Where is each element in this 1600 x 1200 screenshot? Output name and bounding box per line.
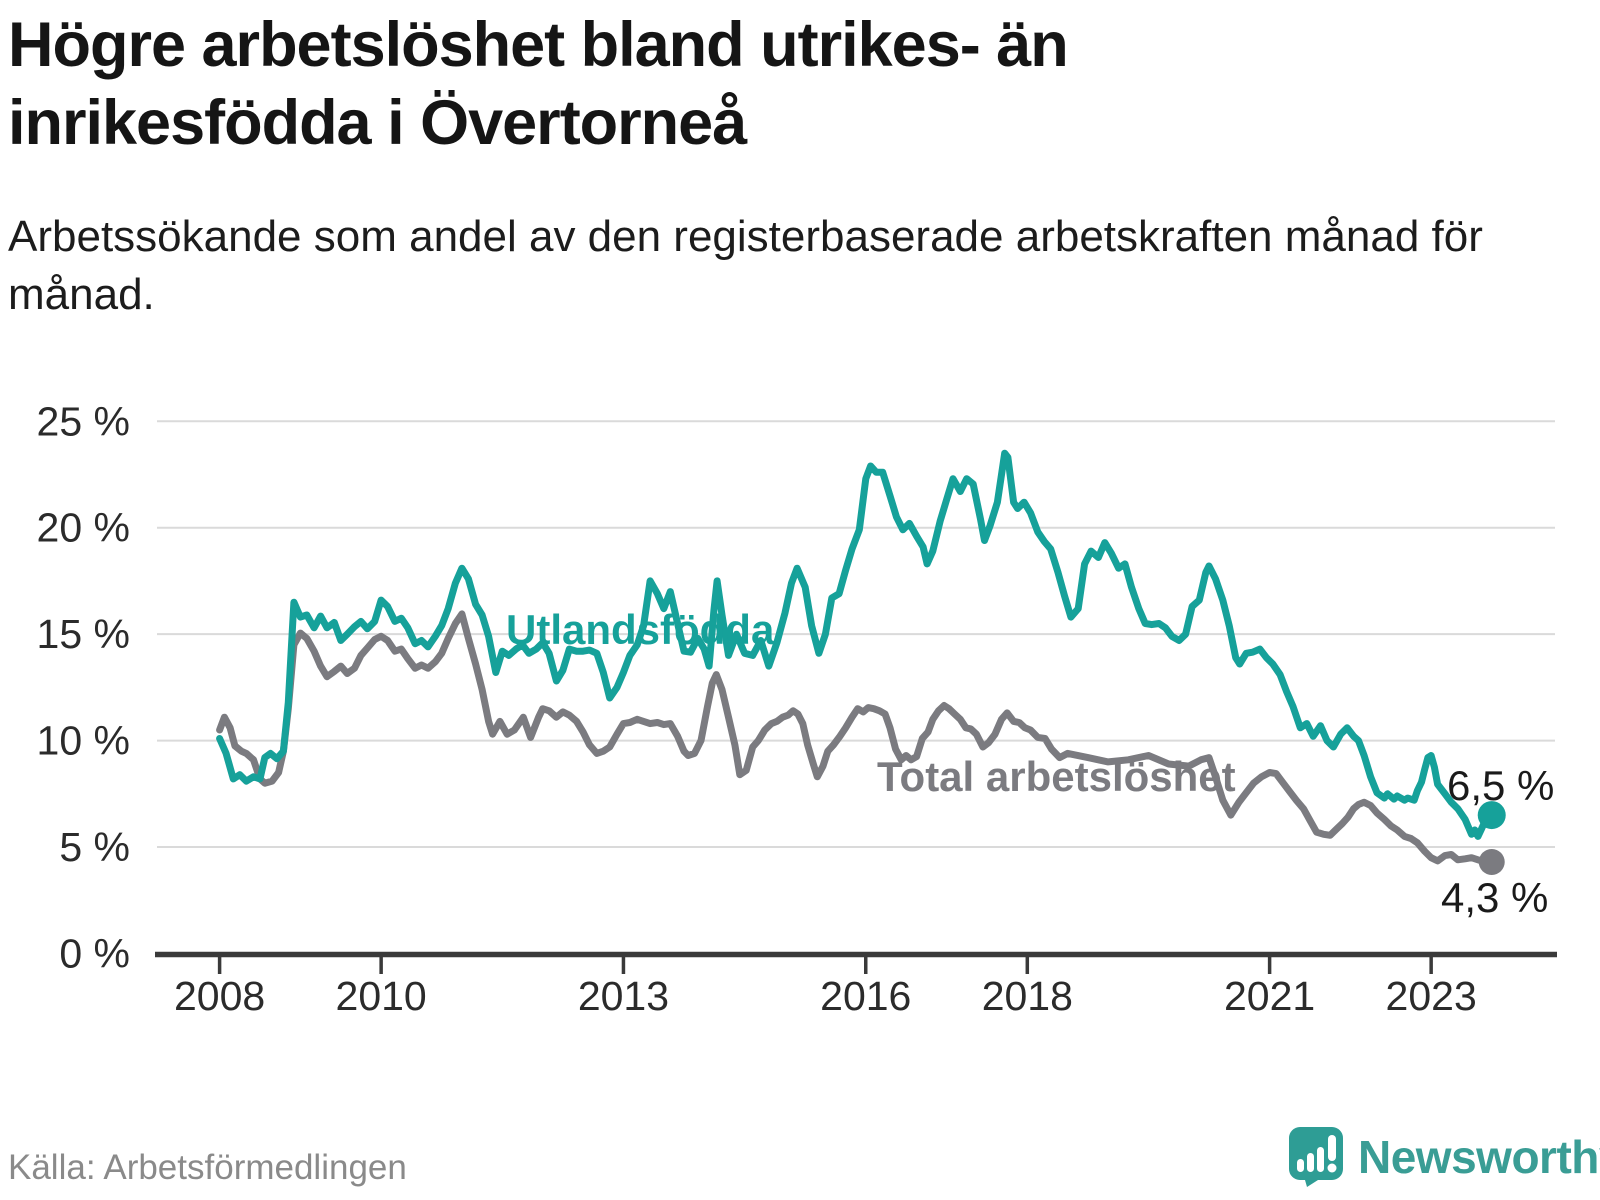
y-axis-tick-label: 25 % [37,398,130,444]
x-axis-tick-label: 2021 [1224,973,1315,1019]
series-line-total [216,610,1496,866]
page-title: Högre arbetslöshet bland utrikes- än inr… [8,10,1069,159]
y-axis-tick-label: 15 % [37,611,130,657]
source-note: Källa: Arbetsförmedlingen [8,1148,407,1187]
series-line-utlandsfodda [216,449,1496,840]
x-axis-tick-label: 2013 [578,973,669,1019]
series-end-dot-total [1478,848,1505,875]
series-end-dot-utlandsfodda [1477,801,1506,830]
x-axis-tick-label: 2010 [336,973,427,1019]
y-axis-tick-label: 10 % [37,718,130,764]
end-value-utlandsfodda: 6,5 % [1447,762,1554,809]
page-subtitle: Arbetssökande som andel av den registerb… [8,212,1483,320]
newsworthy-logo: Newsworthy [1288,1126,1600,1188]
x-axis-tick-label: 2023 [1386,973,1477,1019]
x-axis-tick-label: 2018 [982,973,1073,1019]
series-label-utlandsfodda: Utlandsfödda [506,606,775,653]
y-axis-tick-label: 5 % [59,824,130,870]
x-axis-tick-label: 2016 [820,973,911,1019]
x-axis-tick-label: 2008 [174,973,265,1019]
y-axis-tick-label: 20 % [37,505,130,551]
newsworthy-logo-icon [1289,1127,1343,1187]
brand-name: Newsworthy [1358,1131,1600,1183]
series-label-total: Total arbetslöshet [877,753,1236,800]
y-axis-tick-label: 0 % [59,931,130,977]
end-value-total: 4,3 % [1441,874,1548,921]
